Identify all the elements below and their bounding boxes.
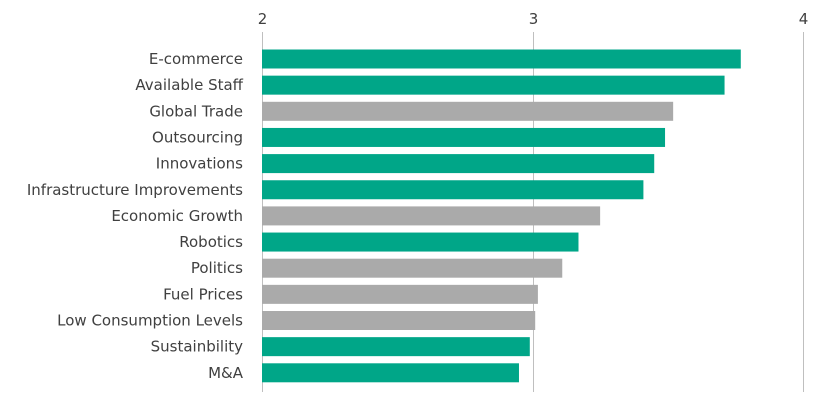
bar-e-commerce xyxy=(262,49,741,69)
bar-fuel-prices xyxy=(262,284,538,304)
category-label: Economic Growth xyxy=(111,207,243,225)
category-labels: E-commerce Available Staff Global Trade Out… xyxy=(27,50,244,382)
category-label: Fuel Prices xyxy=(163,285,243,303)
category-label: Global Trade xyxy=(149,102,243,120)
bar-infrastructure-improvements xyxy=(262,180,644,200)
bar-m-a xyxy=(262,363,519,383)
bar-global-trade xyxy=(262,101,674,121)
bar-low-consumption-levels xyxy=(262,311,536,330)
category-label: Innovations xyxy=(156,155,243,173)
category-label: Sustainbility xyxy=(151,338,243,356)
category-label: Outsourcing xyxy=(152,128,243,146)
bar-available-staff xyxy=(262,75,725,95)
category-label: Low Consumption Levels xyxy=(57,312,243,330)
category-label: Infrastructure Improvements xyxy=(27,181,243,199)
bar-innovations xyxy=(262,154,655,174)
x-tick-label: 3 xyxy=(529,10,539,28)
bar-outsourcing xyxy=(262,127,666,147)
bar-sustainbility xyxy=(262,337,530,357)
bars xyxy=(262,49,741,383)
category-label: M&A xyxy=(208,364,244,382)
bar-economic-growth xyxy=(262,206,601,226)
x-tick-label: 4 xyxy=(799,10,809,28)
x-axis-ticks: 2 3 4 xyxy=(258,10,809,28)
category-label: E-commerce xyxy=(149,50,243,68)
x-tick-label: 2 xyxy=(258,10,268,28)
category-label: Available Staff xyxy=(135,76,243,94)
bar-politics xyxy=(262,258,563,278)
bar-robotics xyxy=(262,232,579,252)
category-label: Politics xyxy=(191,259,243,277)
category-label: Robotics xyxy=(179,233,243,251)
